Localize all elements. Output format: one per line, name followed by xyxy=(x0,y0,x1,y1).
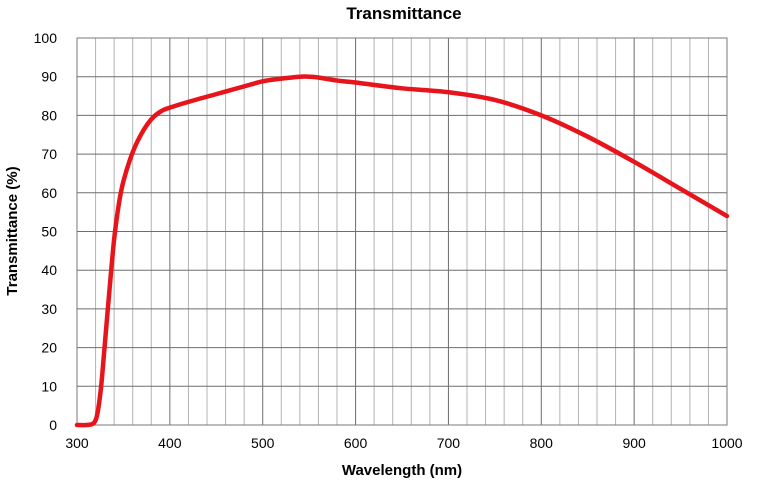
y-tick-label: 80 xyxy=(41,107,57,123)
y-tick-label: 20 xyxy=(41,340,57,356)
y-tick-label: 40 xyxy=(41,262,57,278)
x-tick-label: 400 xyxy=(158,435,182,451)
chart-title: Transmittance xyxy=(346,4,461,23)
x-tick-label: 1000 xyxy=(711,435,742,451)
x-tick-label: 300 xyxy=(65,435,89,451)
transmittance-series-line xyxy=(74,74,730,428)
y-tick-label: 50 xyxy=(41,224,57,240)
y-tick-label: 0 xyxy=(49,417,57,433)
x-axis-label: Wavelength (nm) xyxy=(342,462,462,479)
y-tick-label: 70 xyxy=(41,146,57,162)
x-tick-label: 700 xyxy=(437,435,461,451)
y-tick-label: 100 xyxy=(34,30,58,46)
x-tick-labels: 300 400 500 600 700 800 900 1000 xyxy=(65,435,742,451)
y-tick-labels: 0 10 20 30 40 50 60 70 80 90 100 xyxy=(34,30,58,433)
plot-area-border xyxy=(76,37,728,426)
series-layer xyxy=(74,74,730,428)
x-tick-label: 500 xyxy=(251,435,275,451)
x-tick-label: 800 xyxy=(530,435,554,451)
y-tick-label: 60 xyxy=(41,185,57,201)
x-tick-label: 600 xyxy=(344,435,368,451)
y-axis-label: Transmittance (%) xyxy=(4,166,21,295)
x-tick-label: 900 xyxy=(622,435,646,451)
y-tick-label: 90 xyxy=(41,69,57,85)
y-tick-label: 30 xyxy=(41,301,57,317)
y-tick-label: 10 xyxy=(41,378,57,394)
